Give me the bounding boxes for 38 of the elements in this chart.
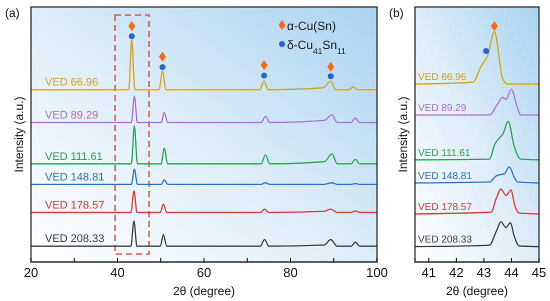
y-axis-title: Intensity (a.u.) bbox=[396, 96, 410, 173]
y-axis-title: Intensity (a.u.) bbox=[12, 96, 26, 173]
legend-label: δ-Cu$_{41}$Sn$_{11}$ bbox=[287, 38, 346, 56]
series-label: VED 148.81 bbox=[45, 171, 104, 184]
chart-title: (a) bbox=[5, 6, 20, 20]
point bbox=[128, 21, 136, 31]
x-tick-label: 41 bbox=[422, 265, 436, 280]
point bbox=[158, 52, 166, 62]
point bbox=[328, 73, 334, 80]
point bbox=[159, 64, 166, 70]
series-label: VED 111.61 bbox=[45, 150, 103, 163]
x-axis-title: 2θ (degree) bbox=[172, 284, 236, 298]
series-label: VED 208.33 bbox=[45, 233, 104, 246]
series-label: VED 178.57 bbox=[45, 199, 104, 212]
series-label: VED 66.96 bbox=[418, 72, 467, 84]
chart-title: (b) bbox=[389, 6, 404, 20]
x-tick-label: 20 bbox=[24, 265, 38, 280]
series-label: VED 178.57 bbox=[418, 202, 472, 213]
series-label: VED 89.29 bbox=[45, 110, 98, 122]
x-tick-label: 60 bbox=[196, 265, 212, 280]
legend-label: α-Cu(Sn) bbox=[287, 19, 336, 33]
x-tick-label: 40 bbox=[110, 265, 125, 280]
series-label: VED 208.33 bbox=[418, 234, 472, 246]
point bbox=[261, 72, 268, 79]
series-label: VED 89.29 bbox=[418, 102, 467, 114]
x-tick-label: 44 bbox=[504, 265, 519, 280]
x-tick-label: 42 bbox=[449, 265, 464, 280]
point bbox=[327, 62, 334, 72]
point bbox=[260, 60, 268, 70]
x-tick-label: 100 bbox=[366, 265, 388, 280]
point bbox=[128, 33, 135, 40]
series-label: VED 111.61 bbox=[418, 148, 471, 159]
x-tick-label: 45 bbox=[532, 265, 546, 280]
x-axis-title: 2θ (degree) bbox=[446, 284, 508, 298]
series-label: VED 148.81 bbox=[418, 170, 472, 182]
series-label: VED 66.96 bbox=[45, 76, 98, 89]
x-tick-label: 43 bbox=[476, 265, 492, 280]
x-tick-label: 80 bbox=[283, 265, 298, 280]
